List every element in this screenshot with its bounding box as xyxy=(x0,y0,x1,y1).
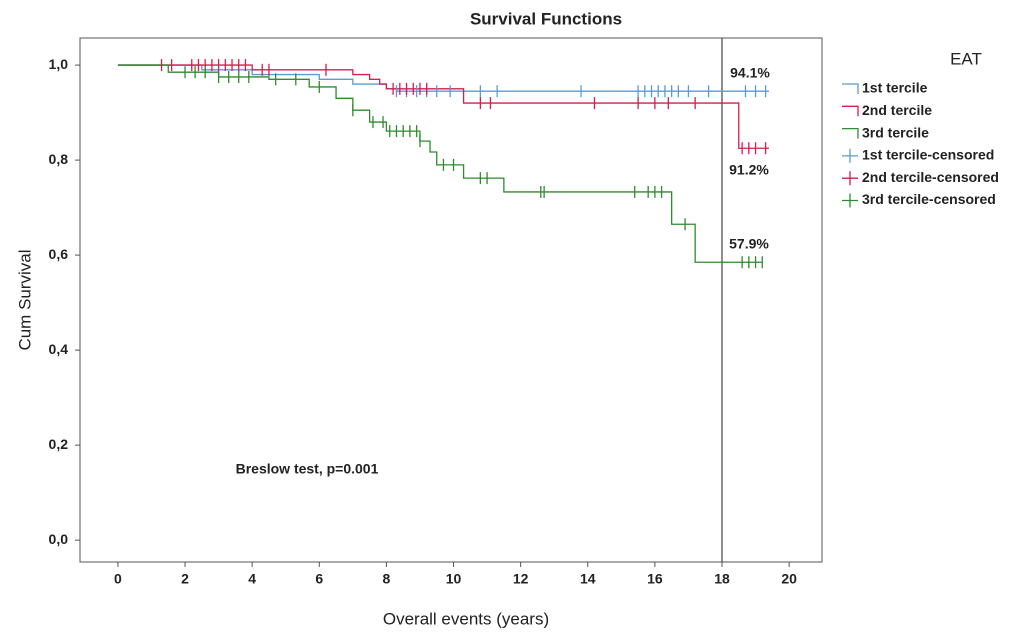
legend-swatch xyxy=(842,171,858,186)
x-tick-label: 16 xyxy=(647,571,663,587)
x-tick-label: 0 xyxy=(114,571,122,587)
survival-curve xyxy=(117,64,769,149)
legend-label: 1st tercile xyxy=(862,80,928,96)
legend-swatch xyxy=(842,83,859,94)
x-tick-label: 10 xyxy=(446,571,462,587)
x-tick-label: 6 xyxy=(315,571,323,587)
x-tick-label: 12 xyxy=(513,571,529,587)
y-tick-label: 0,6 xyxy=(49,246,69,262)
survival-curve xyxy=(117,64,763,263)
legend-swatch xyxy=(842,127,859,139)
annotation: 57.9% xyxy=(729,236,769,252)
x-tick-label: 14 xyxy=(580,571,596,587)
legend-label: 2nd tercile xyxy=(862,102,932,118)
legend-swatch xyxy=(842,148,858,163)
y-tick-label: 0,0 xyxy=(49,531,69,547)
x-tick-label: 8 xyxy=(382,571,390,587)
x-tick-label: 20 xyxy=(781,571,797,587)
y-tick-label: 0,8 xyxy=(49,151,69,167)
x-tick-label: 2 xyxy=(181,571,189,587)
y-tick-label: 1,0 xyxy=(49,56,69,72)
x-tick-label: 4 xyxy=(248,571,256,587)
legend-label: 2nd tercile-censored xyxy=(862,169,999,185)
legend-label: 1st tercile-censored xyxy=(862,147,994,163)
legend-title: EAT xyxy=(950,49,982,68)
x-tick-label: 18 xyxy=(714,571,730,587)
annotation: 94.1% xyxy=(730,65,770,81)
legend-label: 3rd tercile xyxy=(862,124,929,140)
legend-swatch xyxy=(842,193,858,208)
x-axis-title: Overall events (years) xyxy=(383,609,549,628)
y-tick-label: 0,2 xyxy=(49,436,69,452)
chart-title: Survival Functions xyxy=(470,9,622,28)
annotation: 91.2% xyxy=(729,162,769,178)
legend-label: 3rd tercile-censored xyxy=(862,191,996,207)
legend-swatch xyxy=(842,105,859,117)
y-tick-label: 0,4 xyxy=(49,341,69,357)
annotation: Breslow test, p=0.001 xyxy=(236,461,379,477)
y-axis-title: Cum Survival xyxy=(15,249,34,350)
plot-frame xyxy=(79,37,823,563)
